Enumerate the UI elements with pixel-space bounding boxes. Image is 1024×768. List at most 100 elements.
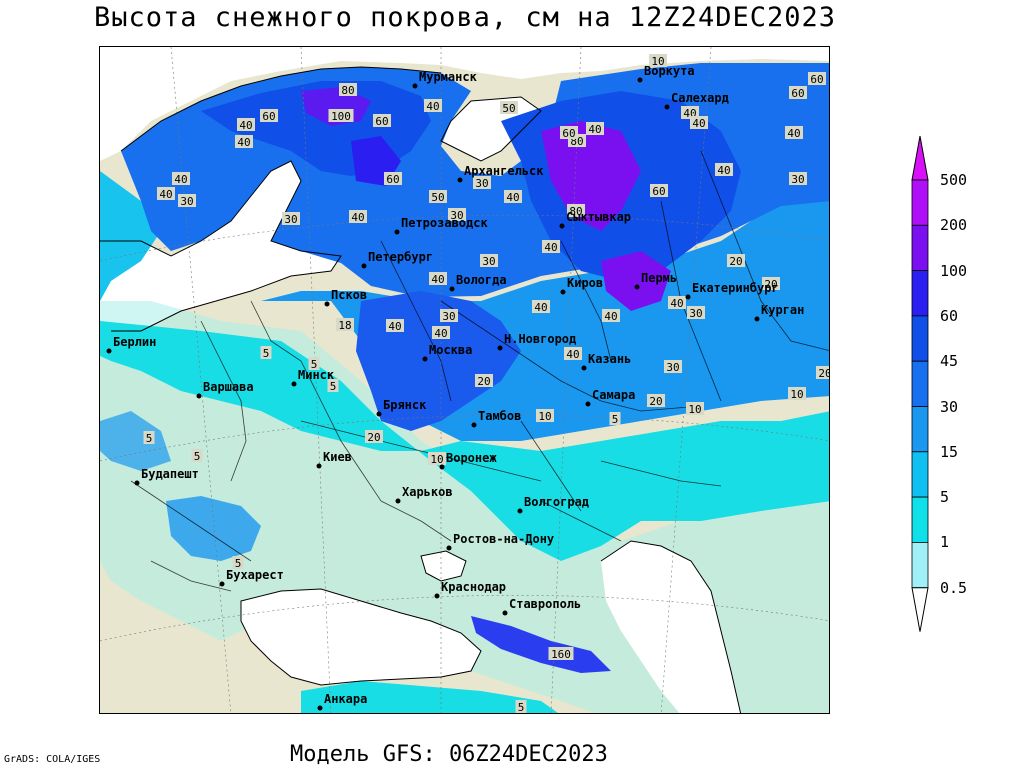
contour-label-bg (816, 366, 829, 379)
contour-label: 40 (544, 241, 557, 254)
contour-label-bg (440, 309, 458, 322)
contour-label-bg (548, 647, 574, 660)
contour-label: 40 (237, 136, 250, 149)
legend-swatch (911, 315, 929, 362)
city-label: Казань (588, 352, 631, 366)
snow-core-100-c (601, 251, 671, 311)
contour-label-bg (664, 360, 682, 373)
contour-label: 60 (791, 87, 804, 100)
contour-label-bg (681, 106, 699, 119)
city-label: Петербург (368, 250, 433, 264)
contour-label: 20 (649, 395, 662, 408)
contour-label: 50 (502, 102, 515, 115)
contour-label-bg (762, 277, 780, 290)
legend-tick-label: 1 (940, 533, 950, 552)
city-label: Ставрополь (509, 597, 581, 611)
city-dot (316, 463, 322, 469)
city-label: Пермь (641, 271, 677, 285)
city-label: Будапешт (141, 467, 199, 481)
city-label: Киев (323, 450, 352, 464)
city-label: Н.Новгород (504, 332, 576, 346)
contour-label: 5 (311, 358, 318, 371)
baltic-sea (100, 161, 341, 331)
contour-label: 30 (450, 209, 463, 222)
contour-label: 5 (263, 347, 270, 360)
city-label: Берлин (113, 335, 156, 349)
contour-label: 5 (330, 380, 337, 393)
contour-label-bg (586, 122, 604, 135)
city-label: Курган (761, 303, 804, 317)
city-markers: Мурманск Воркута Салехард Архангельск Петроз… (106, 64, 804, 711)
contour-label-bg (386, 319, 404, 332)
city-dot (395, 498, 401, 504)
legend-swatch (911, 406, 929, 453)
contour-label: 5 (146, 432, 153, 445)
contour-label-bg (428, 452, 446, 465)
city-dot (560, 289, 566, 295)
contour-label: 18 (338, 319, 351, 332)
city-dot (439, 464, 445, 470)
legend-tick-label: 5 (940, 488, 950, 507)
contour-label: 30 (284, 213, 297, 226)
contour-label-bg (424, 99, 442, 112)
city-dot (219, 581, 225, 587)
contour-label: 5 (612, 413, 619, 426)
legend-swatch (911, 496, 929, 543)
legend-tick-label: 45 (940, 352, 959, 371)
city-dot (637, 77, 643, 83)
contour-label-bg (260, 346, 272, 359)
city-dot (497, 345, 503, 351)
contour-label: 40 (566, 348, 579, 361)
contour-label: 40 (588, 123, 601, 136)
snow-anatolia (301, 681, 559, 713)
contour-label-bg (475, 374, 493, 387)
legend-swatch (911, 541, 929, 589)
legend-colorbar (911, 135, 929, 632)
city-label: Воркута (644, 64, 695, 78)
legend-swatch (911, 270, 929, 317)
contour-label-bg (567, 204, 585, 217)
contour-label: 30 (475, 177, 488, 190)
city-label: Анкара (324, 692, 367, 706)
contour-label: 10 (790, 388, 803, 401)
contour-label: 60 (652, 185, 665, 198)
city-label: Краснодар (441, 580, 506, 594)
city-dot (196, 393, 202, 399)
city-dot (685, 294, 691, 300)
contour-label: 40 (426, 100, 439, 113)
city-label: Мурманск (419, 70, 478, 84)
contour-label-bg (686, 402, 704, 415)
city-label: Харьков (402, 485, 453, 499)
city-dot (434, 593, 440, 599)
contour-label-bg (687, 306, 705, 319)
grads-credit: GrADS: COLA/IGES (4, 754, 101, 765)
city-dot (422, 356, 428, 362)
contour-label: 80 (569, 205, 582, 218)
contour-label-bg (328, 109, 354, 122)
city-dot (449, 286, 455, 292)
snow-carpathians (166, 496, 261, 561)
contour-label: 30 (666, 361, 679, 374)
city-label: Петрозаводск (401, 216, 488, 230)
legend-tick-label: 15 (940, 442, 959, 461)
city-dot (664, 104, 670, 110)
contour-label-bg (560, 126, 578, 139)
contour-label: 40 (534, 301, 547, 314)
city-dot (324, 301, 330, 307)
contour-label: 40 (717, 164, 730, 177)
legend-tick-label: 500 (940, 171, 968, 189)
city-label: Волгоград (524, 495, 589, 509)
legend-swatch (911, 360, 929, 407)
contour-label-bg (504, 190, 522, 203)
contour-label-bg (789, 86, 807, 99)
contour-label-bg (235, 135, 253, 148)
contour-label-bg (232, 556, 244, 569)
contour-label: 40 (692, 117, 705, 130)
contour-label-bg (237, 118, 255, 131)
city-dot (361, 263, 367, 269)
contour-label: 40 (174, 173, 187, 186)
city-dot (581, 365, 587, 371)
city-label: Архангельск (464, 164, 544, 178)
